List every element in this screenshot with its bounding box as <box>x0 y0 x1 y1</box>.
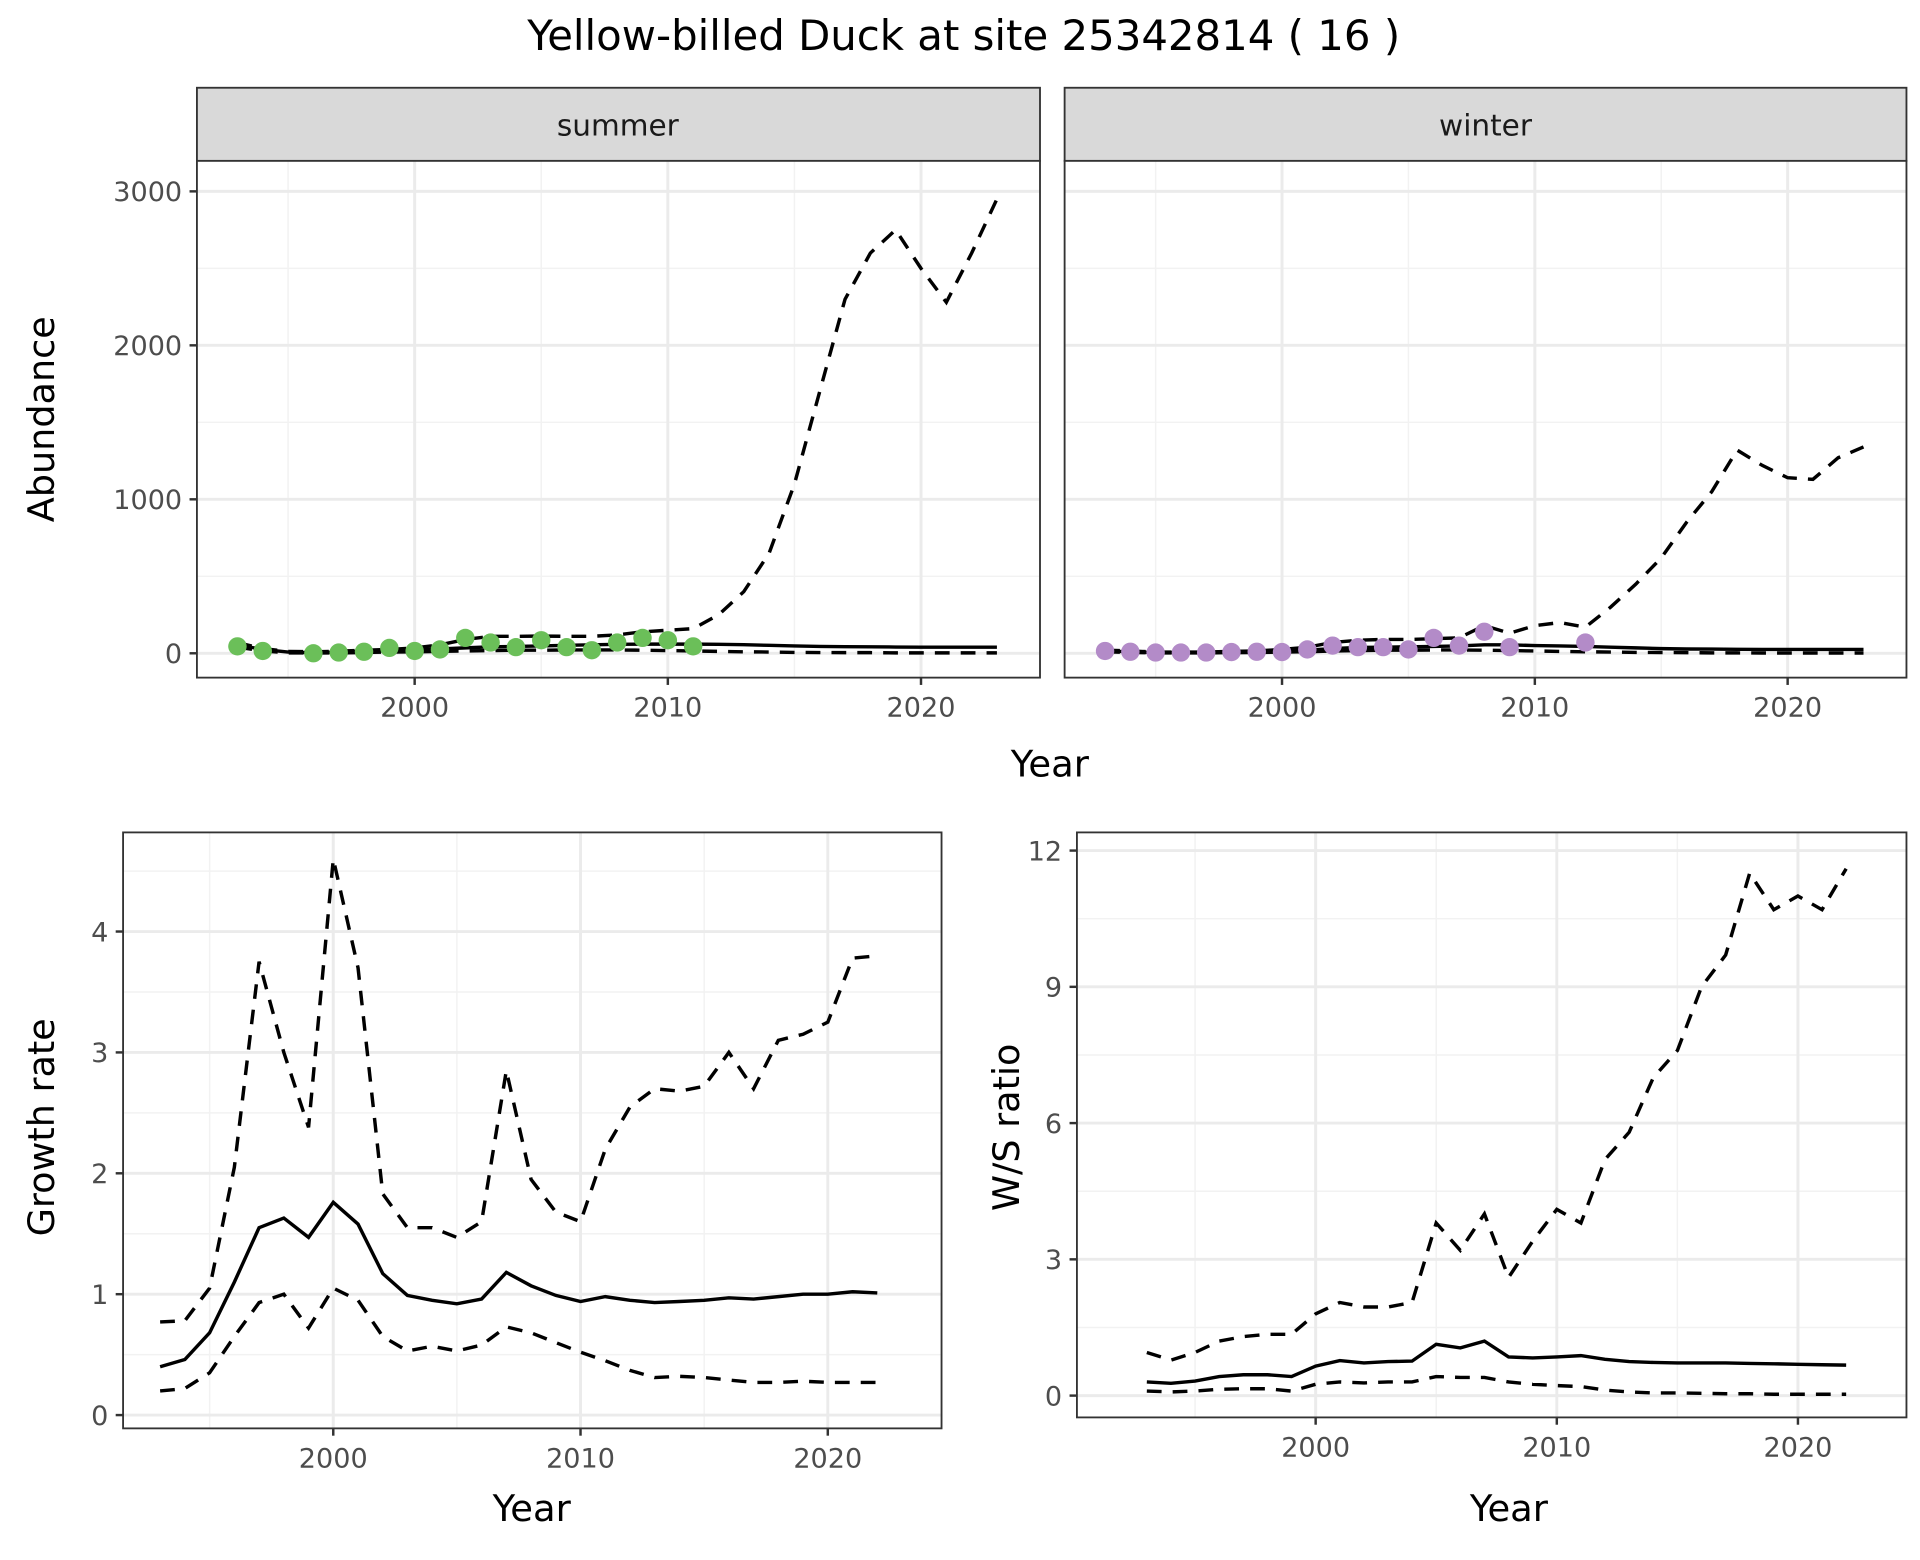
data-point-summer <box>405 641 424 661</box>
y-tick-label: 1 <box>91 1280 108 1311</box>
x-tick-label: 2000 <box>380 693 449 724</box>
data-point-winter <box>1424 628 1443 648</box>
data-point-winter <box>1095 641 1115 661</box>
panel-border-winter <box>1063 159 1908 679</box>
data-point-winter <box>1500 637 1519 657</box>
data-point-winter <box>1449 636 1469 655</box>
data-point-winter <box>1373 637 1393 657</box>
y-tick-label: 12 <box>1028 836 1062 867</box>
data-point-summer <box>607 633 627 652</box>
mean-line-growth <box>159 1199 878 1369</box>
data-point-winter <box>1399 640 1418 659</box>
y-tick-label: 2 <box>91 1159 108 1190</box>
y-axis-label-ratio: W/S ratio <box>985 1044 1028 1212</box>
y-axis-label-abundance: Abundance <box>20 316 63 522</box>
lower-bound-line-winter <box>1105 648 1864 655</box>
upper-bound-line-growth <box>160 858 878 1324</box>
data-point-summer <box>354 642 374 661</box>
y-tick-label: 0 <box>91 1401 108 1432</box>
panel-border-summer <box>196 159 1041 679</box>
data-point-summer <box>456 628 475 648</box>
y-tick-label: 1000 <box>113 485 182 516</box>
x-tick-label: 2000 <box>299 1443 368 1474</box>
y-tick-label: 3000 <box>113 177 182 208</box>
upper-bound-line-summer <box>237 198 999 654</box>
y-tick-label: 2000 <box>113 331 182 362</box>
panel-border-ratio <box>1076 831 1908 1419</box>
data-point-summer <box>253 641 272 661</box>
data-point-winter <box>1272 642 1292 662</box>
x-tick-label: 2010 <box>1522 1433 1591 1464</box>
data-point-winter <box>1348 637 1368 657</box>
figure-title: Yellow-billed Duck at site 25342814 ( 16… <box>526 11 1400 60</box>
mean-line-ratio <box>1146 1339 1847 1385</box>
data-point-winter <box>1171 643 1191 662</box>
data-point-summer <box>633 628 652 648</box>
x-tick-label: 2000 <box>1281 1433 1350 1464</box>
data-point-summer <box>506 637 526 657</box>
data-point-winter <box>1146 643 1165 662</box>
x-axis-label-top: Year <box>1010 743 1090 786</box>
x-tick-label: 2000 <box>1248 693 1317 724</box>
panel-background-winter <box>1064 160 1907 678</box>
data-point-summer <box>228 637 247 656</box>
data-point-summer <box>658 631 678 650</box>
data-point-winter <box>1323 636 1342 655</box>
data-point-summer <box>582 641 602 660</box>
y-tick-label: 3 <box>1045 1245 1062 1276</box>
y-tick-label: 3 <box>91 1038 108 1069</box>
panel-border-growth <box>122 831 943 1430</box>
strip-label-winter: winter <box>1439 108 1533 142</box>
data-point-winter <box>1222 642 1241 662</box>
panel-background-summer <box>196 160 1040 678</box>
data-point-summer <box>532 631 551 650</box>
data-point-winter <box>1576 633 1595 652</box>
y-tick-label: 0 <box>165 639 182 670</box>
strip-summer <box>196 86 1041 162</box>
data-point-winter <box>1475 622 1494 641</box>
y-axis-label-growth: Growth rate <box>20 1018 63 1236</box>
panel-background-growth <box>123 832 942 1429</box>
y-tick-label: 9 <box>1045 973 1062 1004</box>
x-tick-label: 2020 <box>793 1443 862 1474</box>
panel-background-ratio <box>1076 832 1907 1418</box>
data-point-winter <box>1298 640 1317 659</box>
data-point-summer <box>329 643 348 662</box>
x-tick-label: 2020 <box>887 693 956 724</box>
data-point-summer <box>380 638 399 658</box>
data-point-winter <box>1247 642 1266 661</box>
y-tick-label: 4 <box>91 917 108 948</box>
lower-bound-line-ratio <box>1146 1374 1847 1396</box>
x-tick-label: 2020 <box>1753 693 1822 724</box>
lower-bound-line-summer <box>237 645 997 655</box>
data-point-summer <box>430 640 450 659</box>
data-point-summer <box>683 637 703 656</box>
x-axis-label-growth: Year <box>492 1487 572 1530</box>
x-tick-label: 2010 <box>633 693 702 724</box>
data-point-summer <box>481 633 500 652</box>
data-point-winter <box>1196 643 1216 662</box>
y-tick-label: 6 <box>1045 1109 1062 1140</box>
strip-winter <box>1063 86 1908 162</box>
strip-label-summer: summer <box>557 108 680 142</box>
lower-bound-line-growth <box>159 1285 878 1393</box>
data-point-summer <box>304 644 323 663</box>
x-axis-label-ratio: Year <box>1469 1487 1549 1530</box>
x-tick-label: 2010 <box>546 1443 615 1474</box>
data-point-winter <box>1121 642 1140 661</box>
x-tick-label: 2010 <box>1500 693 1569 724</box>
data-point-summer <box>557 637 576 657</box>
x-tick-label: 2020 <box>1763 1433 1832 1464</box>
y-tick-label: 0 <box>1045 1381 1062 1412</box>
